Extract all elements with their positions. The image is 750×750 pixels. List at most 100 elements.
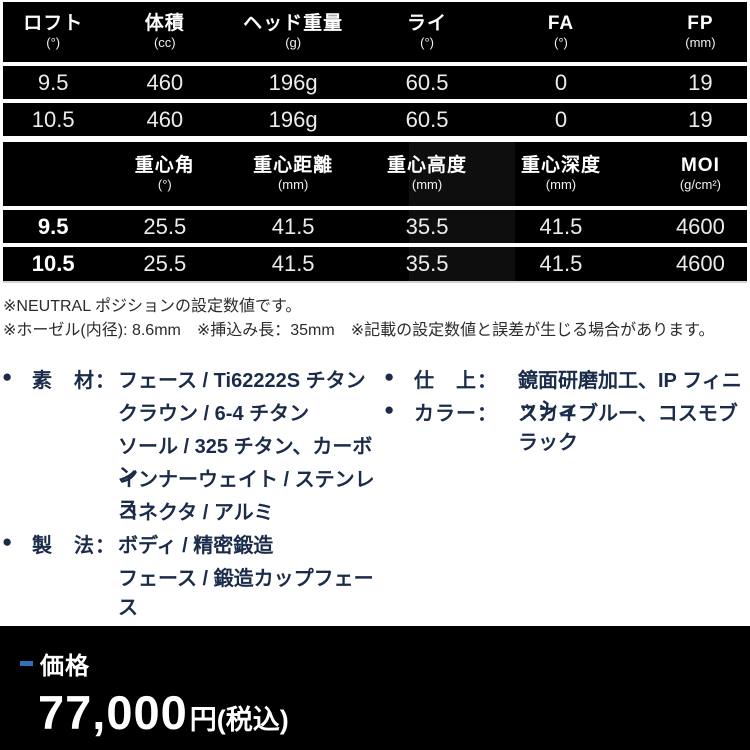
spec-line-construction: ● 製 法： ボディ / 精密鍛造 bbox=[2, 529, 384, 562]
row-divider bbox=[3, 99, 747, 103]
spec-line: ソール / 325 チタン、カーボン bbox=[2, 430, 384, 487]
table-cell: 4600 bbox=[675, 251, 725, 276]
column-header-label: ヘッド重量 bbox=[243, 13, 344, 35]
table-cell: 19 bbox=[688, 69, 713, 95]
column-header: FP (mm) bbox=[628, 2, 747, 62]
column-header: 体積 (cc) bbox=[103, 2, 226, 62]
table-cell: 0 bbox=[554, 106, 568, 132]
column-header-label: ライ bbox=[407, 13, 448, 35]
row-divider bbox=[3, 62, 747, 66]
table-divider bbox=[3, 136, 747, 142]
gravity-spec-table: 重心角 (°) 重心距離 (mm) 重心高度 (mm) 重心深度 (mm) MO… bbox=[3, 142, 747, 281]
table-bottom-edge bbox=[3, 281, 747, 283]
column-header-unit: (°) bbox=[46, 35, 61, 51]
spec-value: クラウン / 6-4 チタン bbox=[118, 403, 310, 425]
spec-label: 素 材： bbox=[32, 370, 116, 392]
spec-line: インナーウェイト / ステンレス bbox=[2, 463, 384, 520]
table-cell: 9.5 bbox=[37, 213, 69, 239]
column-header-label: 体積 bbox=[144, 13, 185, 35]
column-header-label: ロフト bbox=[23, 13, 84, 35]
footnote-line: ※ホーゼル(内径): 8.6mm ※挿込み長：35mm ※記載の設定数値と誤差が… bbox=[3, 322, 715, 339]
price-label-row: 価格 bbox=[20, 646, 750, 681]
column-header-unit: (g/cm²) bbox=[679, 177, 721, 193]
spec-list-left-column: ● 素 材： フェース / Ti62222S チタン クラウン / 6-4 チタ… bbox=[2, 364, 384, 619]
column-header-label: 重心距離 bbox=[253, 155, 334, 177]
column-header: ライ (°) bbox=[360, 2, 494, 62]
table-row: 10.5 460 196g 60.5 0 19 bbox=[3, 103, 747, 136]
spec-line: フェース / 鍛造カップフェース bbox=[2, 562, 384, 619]
price-unit: 円(税込) bbox=[189, 705, 289, 735]
bullet-icon: ● bbox=[2, 367, 13, 386]
product-spec-list: ● 素 材： フェース / Ti62222S チタン クラウン / 6-4 チタ… bbox=[0, 364, 750, 619]
spec-value: ボディ / 精密鍛造 bbox=[118, 535, 274, 557]
table-cell: 10.5 bbox=[31, 106, 75, 132]
column-header-unit: (°) bbox=[420, 35, 434, 51]
table-cell: 60.5 bbox=[405, 106, 449, 132]
column-header: FA (°) bbox=[494, 2, 628, 62]
column-header-unit: (mm) bbox=[411, 177, 443, 193]
column-header-label: FP bbox=[687, 13, 714, 35]
column-header-label: FA bbox=[547, 13, 575, 35]
footnotes: ※NEUTRAL ポジションの設定数値です。 ※ホーゼル(内径): 8.6mm … bbox=[0, 283, 750, 343]
table-cell: 41.5 bbox=[539, 251, 583, 276]
table-cell: 25.5 bbox=[143, 251, 187, 276]
column-header: 重心角 (°) bbox=[103, 142, 226, 206]
table-row: 10.5 25.5 41.5 35.5 41.5 4600 bbox=[3, 247, 747, 281]
price-label: 価格 bbox=[40, 653, 90, 680]
column-header: ロフト (°) bbox=[3, 2, 103, 62]
table-cell: 60.5 bbox=[405, 69, 449, 95]
spec-value: ソール / 325 チタン、カーボン bbox=[118, 436, 373, 487]
spec-tables-section: ロフト (°) 体積 (cc) ヘッド重量 (g) ライ (°) FA (°) … bbox=[3, 2, 747, 283]
bullet-icon: ● bbox=[384, 400, 395, 419]
column-header-label: 重心深度 bbox=[520, 155, 601, 177]
accent-dash-icon bbox=[20, 661, 33, 666]
table-cell: 25.5 bbox=[143, 213, 187, 239]
table-cell: 9.5 bbox=[37, 69, 69, 95]
spec-value: フェース / 鍛造カップフェース bbox=[118, 568, 374, 619]
table-cell: 460 bbox=[146, 69, 184, 95]
spec-value: コネクタ / アルミ bbox=[118, 502, 274, 524]
spec-line: コネクタ / アルミ bbox=[2, 496, 384, 529]
column-header: MOI (g/cm²) bbox=[628, 142, 747, 206]
spec-value: スカイブルー、コスモブラック bbox=[518, 403, 738, 454]
table-cell: 4600 bbox=[675, 213, 725, 239]
column-header-label: 重心高度 bbox=[387, 155, 468, 177]
spec-label: 製 法： bbox=[32, 535, 116, 557]
table-cell: 19 bbox=[688, 106, 713, 132]
bullet-icon: ● bbox=[384, 367, 395, 386]
table-cell: 196g bbox=[268, 69, 318, 95]
column-header bbox=[3, 142, 103, 206]
table-cell: 35.5 bbox=[405, 213, 449, 239]
table-cell: 460 bbox=[146, 106, 184, 132]
column-header: ヘッド重量 (g) bbox=[226, 2, 360, 62]
head-spec-header-row: ロフト (°) 体積 (cc) ヘッド重量 (g) ライ (°) FA (°) … bbox=[3, 2, 747, 62]
table-cell: 41.5 bbox=[539, 213, 583, 239]
spec-list-right-column: ● 仕 上： 鏡面研磨加工、IP フィニッシュ ● カラー： スカイブルー、コス… bbox=[384, 364, 750, 595]
spec-line-color: ● カラー： スカイブルー、コスモブラック bbox=[384, 397, 750, 454]
column-header: 重心深度 (mm) bbox=[494, 142, 628, 206]
column-header: 重心高度 (mm) bbox=[360, 142, 494, 206]
row-divider bbox=[3, 243, 747, 247]
spec-label: カラー： bbox=[414, 403, 498, 425]
table-row: 9.5 25.5 41.5 35.5 41.5 4600 bbox=[3, 210, 747, 243]
column-header-unit: (°) bbox=[554, 35, 568, 51]
column-header-label: 重心角 bbox=[134, 155, 195, 177]
bullet-icon: ● bbox=[2, 532, 13, 551]
table-cell: 10.5 bbox=[31, 251, 75, 276]
footnote-line: ※NEUTRAL ポジションの設定数値です。 bbox=[3, 298, 302, 315]
column-header-unit: (mm) bbox=[685, 35, 716, 51]
table-cell: 41.5 bbox=[271, 251, 315, 276]
table-cell: 41.5 bbox=[271, 213, 315, 239]
column-header-label: MOI bbox=[680, 155, 720, 177]
price-section: 価格 77,000 円(税込) bbox=[0, 626, 750, 750]
table-cell: 0 bbox=[554, 69, 568, 95]
spec-label: 仕 上： bbox=[414, 370, 498, 392]
spec-line-material: ● 素 材： フェース / Ti62222S チタン bbox=[2, 364, 384, 397]
spec-line: クラウン / 6-4 チタン bbox=[2, 397, 384, 430]
gravity-spec-header-row: 重心角 (°) 重心距離 (mm) 重心高度 (mm) 重心深度 (mm) MO… bbox=[3, 142, 747, 206]
row-divider bbox=[3, 206, 747, 210]
spec-line-finish: ● 仕 上： 鏡面研磨加工、IP フィニッシュ bbox=[384, 364, 750, 421]
column-header-unit: (cc) bbox=[153, 35, 176, 51]
price-value-row: 77,000 円(税込) bbox=[20, 685, 750, 740]
column-header-unit: (mm) bbox=[545, 177, 577, 193]
